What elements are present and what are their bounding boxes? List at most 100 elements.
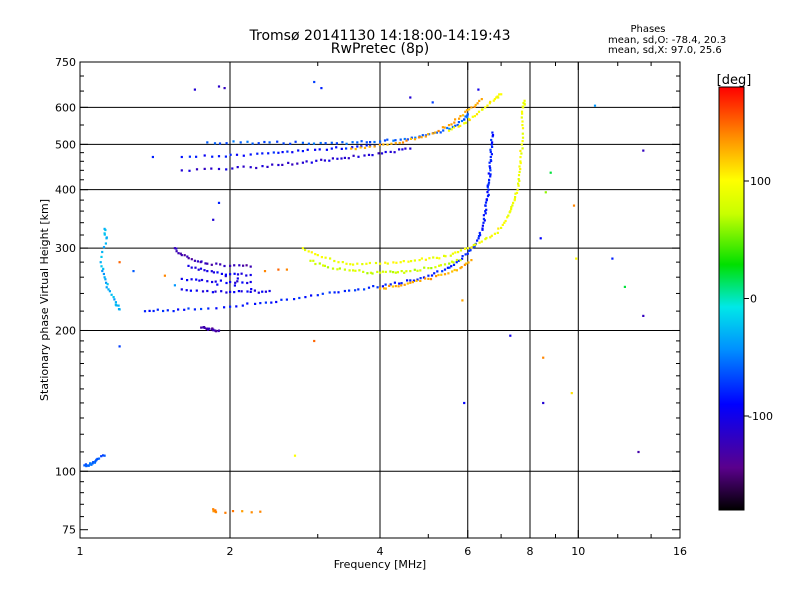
echo-point [340, 157, 343, 160]
echo-point [489, 155, 492, 159]
echo-point [194, 266, 197, 269]
echo-point [343, 268, 346, 271]
echo-point [242, 264, 245, 267]
echo-point [152, 309, 155, 313]
echo-point [361, 263, 364, 266]
echo-point [438, 264, 441, 267]
echo-point [259, 510, 262, 513]
echo-point [487, 181, 491, 184]
echo-point [521, 105, 524, 108]
echo-point [104, 242, 107, 245]
echo-point [441, 126, 444, 129]
echo-point [246, 281, 249, 285]
echo-point [281, 151, 284, 154]
echo-point [381, 270, 384, 273]
echo-point [328, 291, 331, 294]
echo-point [175, 247, 178, 250]
y-tick-label: 600 [55, 101, 76, 114]
echo-point [430, 267, 433, 270]
echo-point [450, 265, 453, 268]
echo-point [103, 276, 106, 279]
echo-point [166, 309, 169, 312]
echo-point [231, 167, 234, 170]
echo-point [173, 284, 176, 287]
echo-point [482, 214, 485, 217]
echo-point [214, 330, 218, 333]
echo-point [473, 115, 476, 118]
echo-point [235, 305, 238, 308]
echo-point [187, 264, 190, 267]
echo-point [461, 114, 465, 117]
echo-point [143, 310, 147, 313]
echo-point [394, 285, 397, 288]
echo-point [132, 270, 135, 273]
echo-point [277, 163, 280, 167]
echo-point [330, 141, 333, 144]
echo-point [434, 266, 437, 269]
echo-point [298, 296, 301, 300]
echo-point [316, 254, 319, 257]
echo-point [212, 508, 215, 511]
phase-stats-o-mode: mean, sd,O: -78.4, 20.3 [608, 35, 726, 46]
echo-point [282, 142, 285, 145]
echo-point [439, 131, 442, 134]
echo-point [488, 165, 491, 168]
echo-point [255, 166, 258, 170]
echo-point [484, 106, 487, 109]
echo-point [482, 221, 485, 224]
echo-point [516, 188, 519, 191]
echo-point [224, 511, 227, 514]
echo-point [454, 251, 457, 254]
echo-point [102, 267, 105, 270]
echo-point [391, 285, 394, 288]
echo-point [410, 260, 413, 263]
echo-point [413, 259, 416, 262]
echo-point [394, 271, 397, 274]
echo-point [216, 271, 219, 274]
echo-point [249, 153, 252, 156]
echo-point [452, 261, 455, 264]
echo-point [104, 228, 107, 232]
echo-point [394, 139, 397, 142]
echo-point [331, 157, 334, 160]
x-axis-ticks: 1 2 4 6 8 10 16 [77, 62, 687, 558]
echo-point [459, 267, 462, 270]
echo-point [491, 131, 494, 134]
echo-point [313, 339, 316, 343]
echo-point [348, 269, 351, 272]
echo-point [457, 259, 460, 262]
echo-point [115, 304, 118, 307]
echo-point [277, 151, 280, 154]
echo-point [466, 113, 469, 116]
echo-point [409, 147, 412, 150]
echo-point [454, 118, 457, 121]
echo-point [485, 208, 488, 211]
echo-point [478, 231, 481, 235]
echo-point [393, 151, 396, 154]
echo-point [264, 290, 267, 293]
echo-point [443, 254, 446, 257]
echo-point [301, 150, 304, 153]
echo-point [195, 155, 198, 158]
echo-point [354, 269, 357, 272]
echo-point [368, 261, 371, 265]
echo-point [513, 198, 516, 201]
echo-point [224, 275, 227, 278]
echo-point [464, 110, 467, 113]
echo-point [102, 246, 106, 249]
x-tick-label: 6 [464, 545, 471, 558]
echo-point [378, 143, 381, 146]
echo-point [343, 156, 346, 159]
echo-point [490, 143, 493, 146]
echo-point [236, 166, 239, 169]
echo-point [491, 134, 495, 137]
echo-point [307, 250, 310, 253]
echo-point [451, 270, 454, 273]
echo-point [463, 122, 466, 125]
echo-point [473, 105, 476, 108]
echo-point [504, 219, 507, 223]
echo-point [356, 145, 359, 148]
echo-point [369, 141, 372, 144]
echo-point [206, 289, 209, 293]
echo-point [336, 268, 339, 271]
